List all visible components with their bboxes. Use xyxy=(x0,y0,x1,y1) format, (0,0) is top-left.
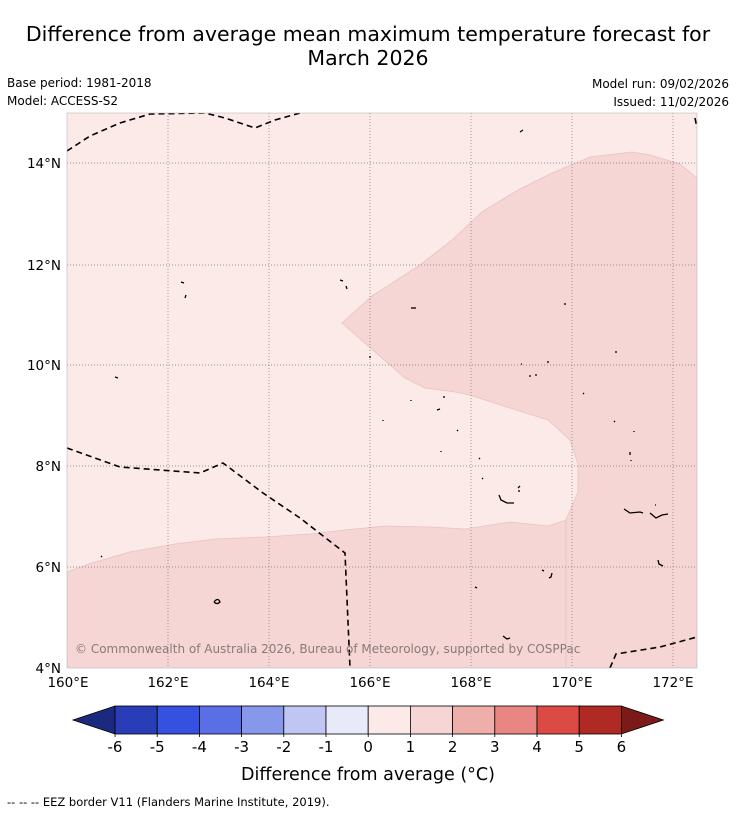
title-line-1: Difference from average mean maximum tem… xyxy=(25,22,711,46)
lat-label-12: 12°N xyxy=(27,258,61,274)
colorbar-tick-label: -2 xyxy=(276,738,291,756)
anomaly-band-1-to-2-east xyxy=(341,151,697,668)
island-mark xyxy=(474,586,478,589)
colorbar-segment xyxy=(367,705,411,735)
lat-label-8: 8°N xyxy=(36,459,61,475)
eez-border-northeast-stub xyxy=(694,117,697,129)
colorbar-segment xyxy=(409,705,453,735)
lon-axis-labels: 160°E 162°E 164°E 166°E 168°E 170°E 172°… xyxy=(47,675,693,691)
island-mark xyxy=(529,374,537,377)
base-period: Base period: 1981-2018 xyxy=(7,76,152,90)
eez-borders xyxy=(67,113,697,668)
colorbar-tick-label: 6 xyxy=(617,738,627,756)
map-frame xyxy=(66,112,698,669)
island-mark xyxy=(114,376,119,379)
colorbar-tick-label: -5 xyxy=(150,738,165,756)
title-line-2: March 2026 xyxy=(307,46,429,70)
eez-footnote: -- -- -- EEZ border V11 (Flanders Marine… xyxy=(7,795,330,809)
colorbar-tick-label: -6 xyxy=(108,738,123,756)
island-mark xyxy=(519,129,524,133)
colorbar-tick-label: 4 xyxy=(532,738,542,756)
colorbar-segment xyxy=(283,705,327,735)
colorbar-segment xyxy=(114,705,158,735)
model-run: Model run: 09/02/2026 xyxy=(591,77,729,91)
colorbar-arrow-high xyxy=(621,705,665,735)
islands xyxy=(100,129,669,640)
lon-label-170: 170°E xyxy=(551,675,592,691)
colorbar-segment xyxy=(536,705,580,735)
island-mark xyxy=(502,635,511,640)
colorbar-tick-label: 5 xyxy=(574,738,584,756)
colorbar-segment xyxy=(494,705,538,735)
colorbar-segment xyxy=(578,705,622,735)
anomaly-band-1-to-2-south xyxy=(67,519,567,668)
lat-label-6: 6°N xyxy=(36,560,61,576)
legend-title: Difference from average (°C) xyxy=(241,765,495,785)
island-mark xyxy=(582,392,585,395)
model-name: Model: ACCESS-S2 xyxy=(7,94,119,108)
lat-axis-labels: 14°N 12°N 10°N 8°N 6°N 4°N xyxy=(27,156,61,677)
meta-right: Model run: 09/02/2026 Issued: 11/02/2026 xyxy=(592,75,729,111)
colorbar-segment xyxy=(198,705,242,735)
colorbar-tick-label: -1 xyxy=(319,738,334,756)
lon-label-164: 164°E xyxy=(248,675,289,691)
lon-label-168: 168°E xyxy=(450,675,491,691)
copyright-notice: © Commonwealth of Australia 2026, Bureau… xyxy=(75,642,580,656)
lon-label-166: 166°E xyxy=(349,675,390,691)
island-mark xyxy=(521,361,549,365)
colorbar-tick-label: -3 xyxy=(234,738,249,756)
eez-border-west xyxy=(67,447,351,668)
colorbar-segment xyxy=(452,705,496,735)
lon-label-160: 160°E xyxy=(47,675,88,691)
colorbar: -6 -5 -4 -3 -2 -1 0 1 2 3 4 5 6 xyxy=(71,705,665,756)
island-mark xyxy=(657,559,664,567)
lat-label-4: 4°N xyxy=(36,661,61,677)
island-mark xyxy=(649,512,669,519)
colorbar-tick-label: 0 xyxy=(363,738,373,756)
island-mark xyxy=(478,457,484,480)
island-mark xyxy=(180,281,185,284)
map-panel: © Commonwealth of Australia 2026, Bureau… xyxy=(67,113,697,668)
island-mark xyxy=(213,598,221,605)
colorbar-arrow-low xyxy=(71,705,116,735)
gridlines xyxy=(67,113,697,668)
colorbar-segment xyxy=(241,705,285,735)
meta-left: Base period: 1981-2018 Model: ACCESS-S2 xyxy=(7,74,152,110)
island-mark xyxy=(498,494,514,504)
colorbar-segment xyxy=(325,705,369,735)
colorbar-tick-label: -4 xyxy=(192,738,207,756)
island-mark xyxy=(339,279,348,290)
colorbar-tick-label: 1 xyxy=(406,738,416,756)
colorbar-tick-label: 3 xyxy=(490,738,500,756)
island-mark xyxy=(436,408,441,411)
island-mark xyxy=(382,420,635,432)
island-mark xyxy=(184,294,187,299)
eez-border-north xyxy=(67,113,301,152)
island-mark xyxy=(100,555,103,558)
island-mark xyxy=(456,429,459,432)
chart-title: Difference from average mean maximum tem… xyxy=(0,22,736,70)
lat-label-10: 10°N xyxy=(27,358,61,374)
island-mark xyxy=(623,508,644,514)
lat-label-14: 14°N xyxy=(27,156,61,172)
issued-date: Issued: 11/02/2026 xyxy=(613,95,729,109)
colorbar-segment xyxy=(156,705,200,735)
island-mark xyxy=(440,451,632,461)
lon-label-172: 172°E xyxy=(652,675,693,691)
island-mark xyxy=(517,485,521,492)
colorbar-tick-label: 2 xyxy=(448,738,458,756)
island-mark xyxy=(410,396,445,401)
island-mark xyxy=(541,569,553,579)
lon-label-162: 162°E xyxy=(147,675,188,691)
